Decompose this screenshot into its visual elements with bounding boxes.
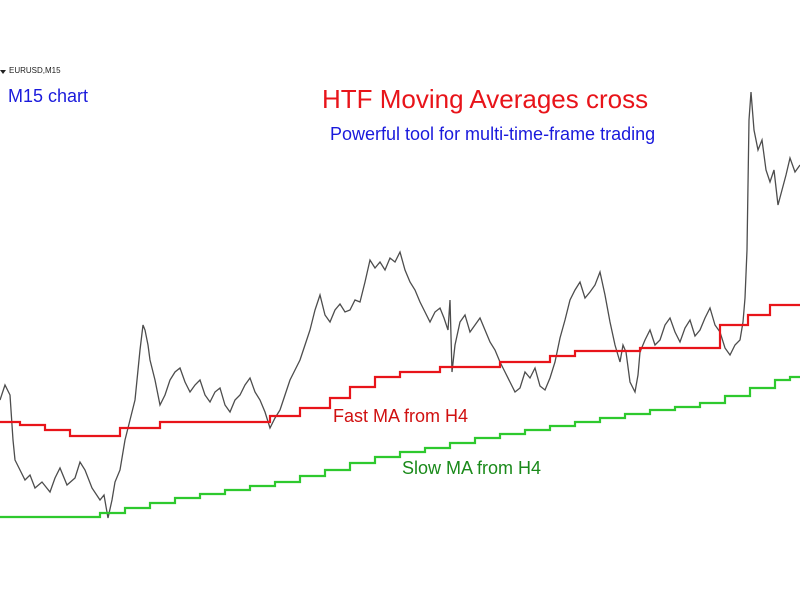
symbol-arrow (0, 70, 6, 74)
symbol-label: EURUSD,M15 (9, 66, 61, 75)
fast-ma-label: Fast MA from H4 (333, 406, 469, 426)
slow-ma-line (0, 375, 800, 519)
timeframe-note: M15 chart (8, 86, 89, 106)
subtitle: Powerful tool for multi-time-frame tradi… (330, 124, 656, 144)
title: HTF Moving Averages cross (322, 84, 649, 114)
slow-ma-label: Slow MA from H4 (402, 458, 542, 478)
price-bars (0, 91, 800, 519)
fast-ma-line (0, 303, 800, 438)
